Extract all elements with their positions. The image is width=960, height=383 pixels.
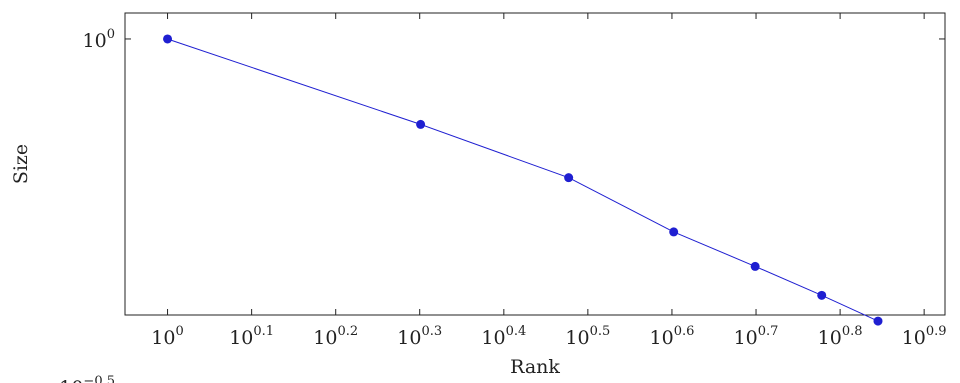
x-tick-label: 100.7 xyxy=(734,324,779,349)
y-tick-label-exp: −0.5 xyxy=(83,374,115,383)
x-tick-label: 100.1 xyxy=(229,324,274,349)
x-tick-label: 100.9 xyxy=(902,324,947,349)
x-tick-label-base: 10 xyxy=(902,327,926,349)
data-point xyxy=(163,34,173,44)
x-tick-label-exp: 0.7 xyxy=(758,324,779,339)
x-axis: 100 100.1 100.2 100.3 100.4 100.5 100.6 100.7 10… xyxy=(151,13,947,349)
data-point xyxy=(873,316,883,326)
data-point xyxy=(817,290,827,300)
x-tick-label-exp: 0.8 xyxy=(842,324,863,339)
x-tick-label-base: 10 xyxy=(313,327,337,349)
y-axis-title: Size xyxy=(10,144,32,184)
x-tick-label: 100 xyxy=(151,324,183,349)
x-tick-label: 100.2 xyxy=(313,324,358,349)
y-tick-label-base: 10 xyxy=(83,30,107,52)
x-tick-label-base: 10 xyxy=(734,327,758,349)
x-tick-label-base: 10 xyxy=(229,327,253,349)
x-tick-label-exp: 0.6 xyxy=(674,324,695,339)
data-point xyxy=(416,119,426,129)
data-point xyxy=(669,227,679,237)
x-tick-label-exp: 0.2 xyxy=(337,324,358,339)
data-point xyxy=(750,261,760,271)
x-tick-label-base: 10 xyxy=(397,327,421,349)
y-tick-label: 100 xyxy=(83,27,115,52)
x-tick-label-exp: 0.4 xyxy=(506,324,527,339)
x-tick-label: 100.5 xyxy=(565,324,610,349)
x-tick-label: 100.4 xyxy=(481,324,526,349)
data-point xyxy=(564,173,574,183)
y-tick-label-base: 10 xyxy=(59,377,83,383)
x-tick-label-exp: 0.5 xyxy=(590,324,611,339)
x-tick-label-base: 10 xyxy=(481,327,505,349)
plot-area-frame xyxy=(124,12,946,316)
x-tick-label: 100.8 xyxy=(818,324,863,349)
x-tick-label-base: 10 xyxy=(650,327,674,349)
series-layer xyxy=(163,34,883,326)
x-tick-label: 100.6 xyxy=(650,324,695,349)
series-line xyxy=(167,38,879,322)
x-axis-title: Rank xyxy=(510,356,560,378)
y-tick-label-exp: 0 xyxy=(107,27,115,42)
x-tick-label-base: 10 xyxy=(565,327,589,349)
x-tick-label-exp: 0.3 xyxy=(421,324,442,339)
x-tick-label-base: 10 xyxy=(818,327,842,349)
x-tick-label-exp: 0 xyxy=(175,324,183,339)
x-tick-label-exp: 0.9 xyxy=(926,324,947,339)
x-tick-label: 100.3 xyxy=(397,324,442,349)
x-tick-label-base: 10 xyxy=(151,327,175,349)
x-tick-label-exp: 0.1 xyxy=(253,324,274,339)
y-tick-label: 10−0.5 xyxy=(59,374,115,383)
